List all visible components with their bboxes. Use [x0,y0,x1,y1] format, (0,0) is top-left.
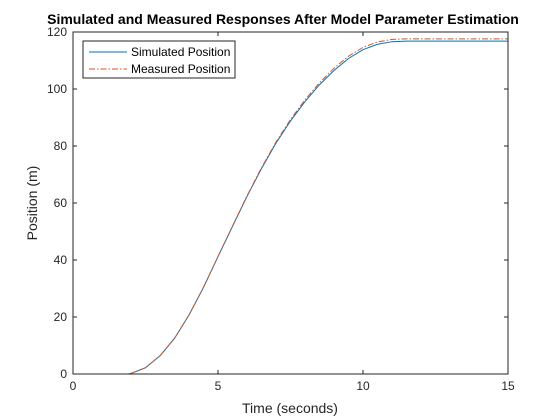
x-tick-label-2: 10 [356,379,370,393]
y-tick-label-4: 80 [54,139,68,153]
y-tick-label-3: 60 [54,196,68,210]
y-tick-label-1: 20 [54,310,68,324]
x-tick-label-3: 15 [501,379,515,393]
legend: Simulated Position Measured Position [82,40,236,79]
series-line-measured [73,38,508,375]
x-tick-label-0: 0 [70,379,77,393]
y-tick-label-6: 120 [47,25,67,39]
series-line-simulated [73,40,508,375]
x-axis-label: Time (seconds) [242,400,338,416]
plot-background [73,32,508,374]
series-layer [73,38,508,375]
y-tick-label-2: 40 [54,253,68,267]
x-tick-label-1: 5 [215,379,222,393]
legend-label-simulated: Simulated Position [131,45,230,59]
y-axis-label: Position (m) [24,166,40,241]
y-tick-label-5: 100 [47,82,67,96]
y-tick-label-0: 0 [60,367,67,381]
chart-title: Simulated and Measured Responses After M… [47,11,519,27]
legend-box [82,40,236,79]
legend-label-measured: Measured Position [131,62,230,76]
ticks-layer: 0 5 10 15 0 20 40 60 80 100 120 [47,25,515,393]
